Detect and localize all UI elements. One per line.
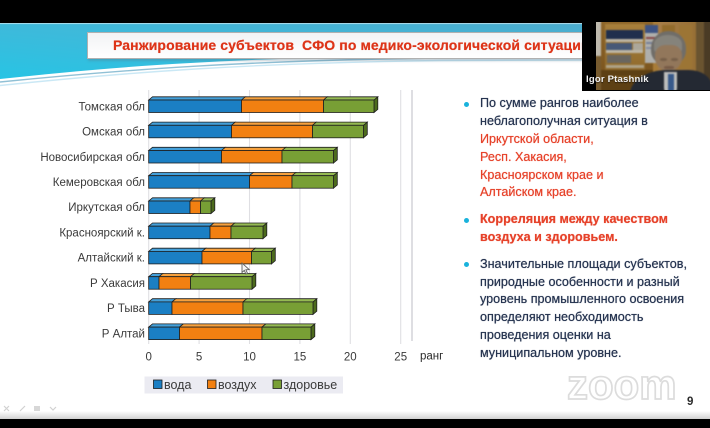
svg-text:ранг: ранг: [420, 351, 443, 363]
svg-text:15: 15: [294, 352, 307, 364]
svg-text:25: 25: [394, 352, 407, 364]
svg-text:Красноярский к.: Красноярский к.: [59, 227, 145, 239]
svg-text:Кемеровская обл: Кемеровская обл: [53, 177, 145, 189]
svg-text:Р Тыва: Р Тыва: [107, 303, 146, 315]
svg-text:zoom: zoom: [567, 361, 677, 408]
svg-text:воздух: воздух: [218, 378, 257, 392]
svg-text:10: 10: [243, 352, 256, 364]
svg-text:5: 5: [196, 352, 202, 364]
svg-text:вода: вода: [164, 378, 191, 392]
svg-text:20: 20: [344, 352, 357, 364]
svg-text:0: 0: [145, 352, 151, 364]
svg-text:здоровье: здоровье: [284, 378, 338, 392]
svg-text:Иркутская обл: Иркутская обл: [68, 202, 145, 214]
svg-text:Р Алтай: Р Алтай: [102, 328, 145, 340]
svg-text:Омская обл: Омская обл: [82, 127, 145, 139]
svg-text:Томская обл: Томская обл: [79, 101, 145, 113]
svg-text:Алтайский к.: Алтайский к.: [78, 253, 145, 265]
svg-text:Р Хакасия: Р Хакасия: [90, 278, 145, 290]
svg-text:Новосибирская обл: Новосибирская обл: [40, 152, 145, 164]
